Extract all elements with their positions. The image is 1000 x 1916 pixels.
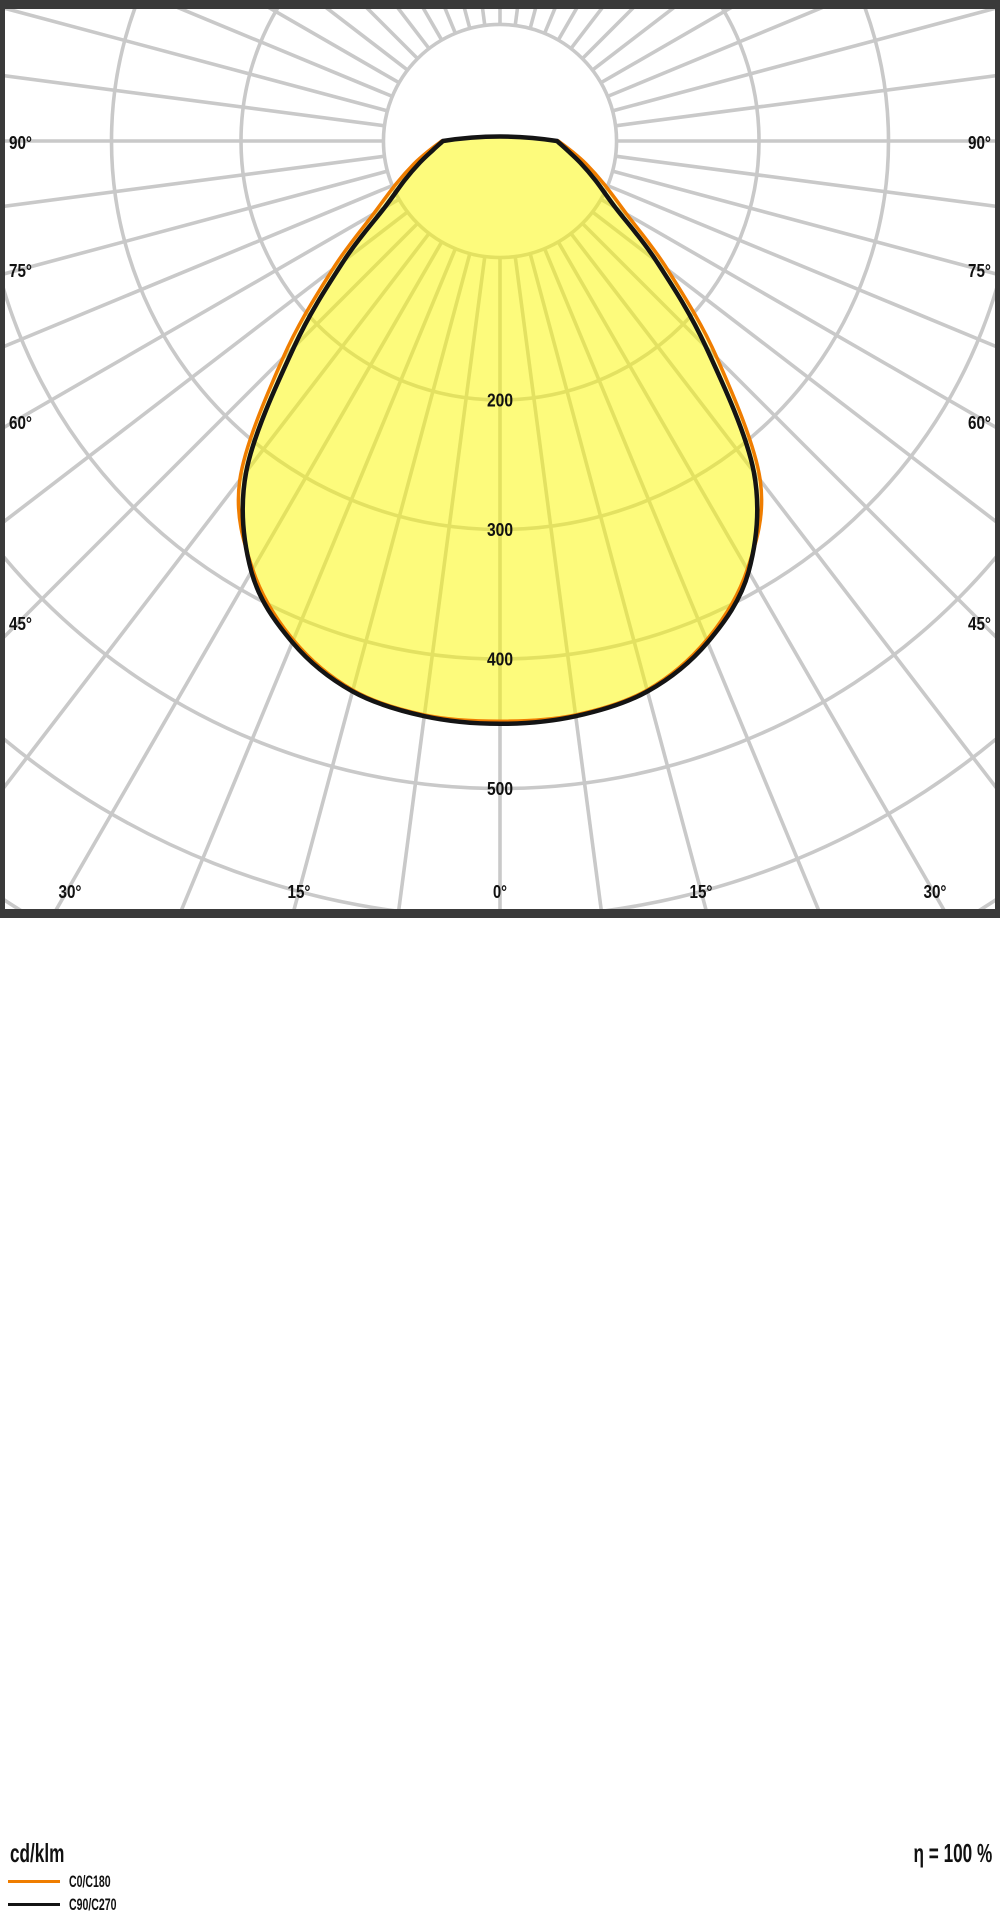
- footer: cd/klm η = 100 % C0/C180 C90/C270: [0, 918, 1000, 1914]
- grid-ray-300: [5, 197, 400, 429]
- angle-label-right-60: 60°: [968, 412, 991, 433]
- grid-ray-255: [5, 9, 388, 113]
- legend-label-c0-c180: C0/C180: [69, 1871, 111, 1891]
- curve-c90-c270-fill: [242, 136, 758, 724]
- legend-line-c90-c270-swatch: [8, 1903, 60, 1906]
- legend-label-c90-c270: C90/C270: [69, 1894, 117, 1914]
- grid-ray-345: [292, 253, 472, 909]
- grid-ray-322.5: [5, 232, 431, 790]
- grid-ray-292.5: [5, 183, 394, 348]
- grid-ray-277.5: [5, 154, 385, 208]
- grid-ray-22.5: [542, 247, 821, 909]
- grid-ray-97.5: [615, 74, 995, 128]
- angle-label-right-45: 45°: [968, 613, 991, 634]
- grid-ray-352.5: [397, 256, 487, 909]
- angle-label-left-75: 75°: [9, 260, 32, 281]
- polar-chart-svg: 90° 75° 60° 45° 90° 75° 60° 45° 30° 15° 0° 15° 30° 20…: [0, 0, 1000, 918]
- grid-ray-45: [581, 222, 995, 639]
- angle-label-bottom-3: 15°: [690, 881, 713, 902]
- radial-label-500: 500: [487, 778, 513, 799]
- grid-ray-37.5: [569, 232, 995, 790]
- grid-ray-262.5: [5, 74, 385, 128]
- angle-label-bottom-0: 30°: [59, 881, 82, 902]
- angle-label-left-90: 90°: [9, 132, 32, 153]
- grid-ray-67.5: [606, 183, 995, 348]
- angle-label-bottom-2: 0°: [493, 881, 507, 902]
- grid-ray-15: [528, 253, 708, 909]
- angle-label-bottom-1: 15°: [288, 881, 311, 902]
- angle-label-left-60: 60°: [9, 412, 32, 433]
- angle-label-right-75: 75°: [968, 260, 991, 281]
- efficiency-label: η = 100 %: [913, 1838, 992, 1868]
- angle-label-bottom-4: 30°: [924, 881, 947, 902]
- grid-ray-307.5: [5, 210, 409, 524]
- grid-ray-82.5: [615, 154, 995, 208]
- radial-label-200: 200: [487, 390, 513, 411]
- grid-ray-285: [5, 169, 388, 276]
- legend-item-c0-c180: C0/C180: [8, 1870, 146, 1893]
- curve-c90-c270: [240, 134, 760, 727]
- plot-area: [5, 9, 995, 909]
- grid-ray-337.5: [179, 247, 458, 909]
- grid-ray-315: [5, 222, 419, 639]
- curve-c0-c180-fill: [238, 136, 762, 722]
- grid-ray-52.5: [591, 210, 995, 524]
- angle-label-right-90: 90°: [968, 132, 991, 153]
- grid-ray-112.5: [606, 9, 824, 99]
- grid-ray-247.5: [176, 9, 394, 99]
- grid-ray-7.5: [513, 256, 603, 909]
- legend-item-c90-c270: C90/C270: [8, 1893, 146, 1916]
- grid-ray-105: [612, 9, 995, 113]
- grid-ray-30: [556, 241, 946, 909]
- radial-label-300: 300: [487, 519, 513, 540]
- grid-ray-330: [54, 241, 444, 909]
- grid-ray-75: [612, 169, 995, 276]
- unit-label: cd/klm: [10, 1838, 65, 1868]
- grid-ray-60: [600, 197, 995, 429]
- angle-label-left-45: 45°: [9, 613, 32, 634]
- radial-label-400: 400: [487, 649, 513, 670]
- legend-line-c0-c180-swatch: [8, 1880, 60, 1883]
- legend: C0/C180 C90/C270: [8, 1870, 146, 1916]
